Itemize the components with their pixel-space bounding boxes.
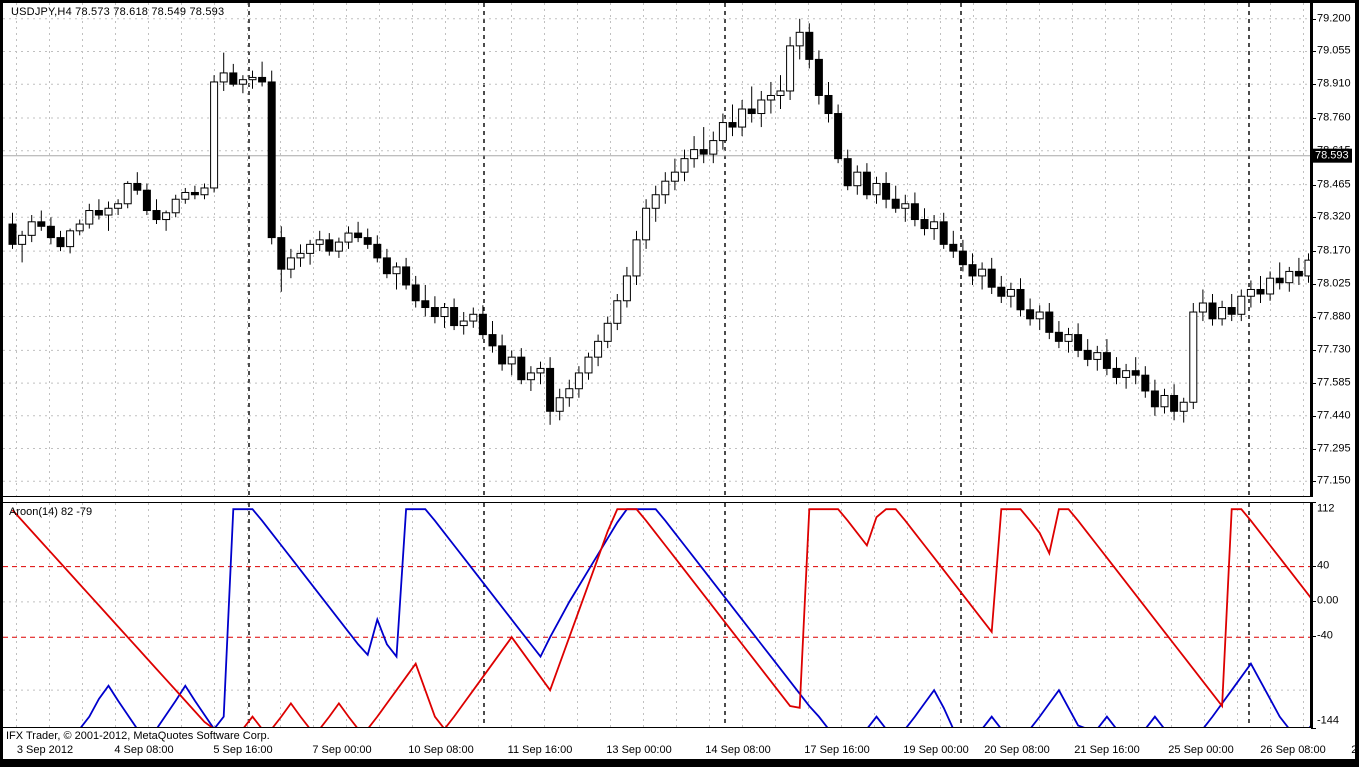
indicator-scale-label: 112 bbox=[1317, 502, 1335, 515]
time-axis-label: 26 Sep 08:00 bbox=[1260, 744, 1326, 756]
indicator-tick bbox=[1311, 502, 1316, 503]
price-tick bbox=[1311, 383, 1316, 385]
price-tick bbox=[1311, 251, 1316, 253]
window-border-right bbox=[1355, 0, 1359, 767]
time-axis-label: 21 Sep 16:00 bbox=[1074, 744, 1140, 756]
price-tick bbox=[1311, 350, 1316, 352]
candlestick-plot[interactable] bbox=[3, 3, 1311, 497]
price-tick bbox=[1311, 217, 1316, 219]
price-scale-label: 78.465 bbox=[1317, 178, 1351, 191]
indicator-scale-divider bbox=[1311, 502, 1313, 728]
time-axis-label: 25 Sep 00:00 bbox=[1168, 744, 1234, 756]
time-axis-label: 10 Sep 08:00 bbox=[408, 744, 474, 756]
price-tick bbox=[1311, 84, 1316, 86]
price-scale-label: 77.150 bbox=[1317, 474, 1351, 487]
indicator-scale-label: -40 bbox=[1317, 629, 1333, 642]
price-tick bbox=[1311, 415, 1316, 417]
copyright-text: IFX Trader, © 2001-2012, MetaQuotes Soft… bbox=[6, 730, 270, 742]
time-axis-label: 14 Sep 08:00 bbox=[705, 744, 771, 756]
price-scale-label: 77.585 bbox=[1317, 376, 1351, 389]
price-tick bbox=[1311, 51, 1316, 53]
price-scale-label: 77.730 bbox=[1317, 343, 1351, 356]
price-tick bbox=[1311, 448, 1316, 450]
indicator-scale-label: -144 bbox=[1317, 714, 1340, 727]
price-tick bbox=[1311, 481, 1316, 483]
price-scale-label: 78.320 bbox=[1317, 210, 1351, 223]
time-axis-label: 4 Sep 08:00 bbox=[114, 744, 174, 756]
window-border-top bbox=[0, 0, 1359, 3]
price-scale-label: 79.200 bbox=[1317, 12, 1351, 25]
time-axis-label: 20 Sep 08:00 bbox=[984, 744, 1050, 756]
symbol-ohlc-label: USDJPY,H4 78.573 78.618 78.549 78.593 bbox=[11, 6, 225, 18]
price-tick bbox=[1311, 283, 1316, 285]
time-axis-label: 7 Sep 00:00 bbox=[312, 744, 372, 756]
time-axis-label: 13 Sep 00:00 bbox=[606, 744, 672, 756]
time-axis-label: 11 Sep 16:00 bbox=[507, 744, 573, 756]
current-price-marker: 78.593 bbox=[1312, 148, 1352, 164]
time-axis-label: 27 Sep 16:00 bbox=[1351, 744, 1359, 756]
price-scale-label: 78.760 bbox=[1317, 111, 1351, 124]
time-axis-label: 3 Sep 2012 bbox=[16, 744, 74, 756]
aroon-indicator-pane[interactable]: Aroon(14) 82 -79 bbox=[3, 502, 1311, 728]
price-tick bbox=[1311, 316, 1316, 318]
price-scale-label: 77.440 bbox=[1317, 409, 1351, 422]
price-scale-label: 79.055 bbox=[1317, 44, 1351, 57]
window-border-left bbox=[0, 0, 3, 767]
price-scale-axis[interactable]: 79.20079.05578.91078.76078.61578.46578.3… bbox=[1311, 3, 1355, 497]
indicator-tick bbox=[1311, 600, 1316, 602]
price-scale-divider bbox=[1311, 3, 1313, 497]
time-axis-label: 17 Sep 16:00 bbox=[804, 744, 870, 756]
indicator-scale-label: 40 bbox=[1317, 559, 1330, 572]
indicator-scale-label: 0.00 bbox=[1317, 594, 1339, 607]
price-scale-label: 78.910 bbox=[1317, 77, 1351, 90]
indicator-tick bbox=[1311, 565, 1316, 567]
price-tick bbox=[1311, 184, 1316, 186]
aroon-plot[interactable] bbox=[3, 503, 1311, 728]
price-chart-pane[interactable]: USDJPY,H4 78.573 78.618 78.549 78.593 bbox=[3, 3, 1311, 497]
time-axis-label: 19 Sep 00:00 bbox=[903, 744, 969, 756]
time-axis-label: 5 Sep 16:00 bbox=[213, 744, 273, 756]
price-scale-label: 77.295 bbox=[1317, 442, 1351, 454]
price-scale-label: 77.880 bbox=[1317, 310, 1351, 323]
indicator-tick bbox=[1311, 636, 1316, 638]
time-axis[interactable]: 3 Sep 2012 4 Sep 08:00 5 Sep 16:00 7 Sep 00… bbox=[3, 744, 1359, 761]
price-scale-label: 78.170 bbox=[1317, 244, 1351, 257]
price-tick bbox=[1311, 118, 1316, 120]
indicator-scale-axis[interactable]: 112 40 0.00 -40 -144 bbox=[1311, 502, 1355, 729]
window-border-bottom bbox=[0, 759, 1359, 767]
indicator-tick bbox=[1311, 728, 1316, 729]
price-scale-label: 78.025 bbox=[1317, 277, 1351, 290]
price-tick bbox=[1311, 18, 1316, 20]
aroon-indicator-label: Aroon(14) 82 -79 bbox=[9, 506, 93, 518]
